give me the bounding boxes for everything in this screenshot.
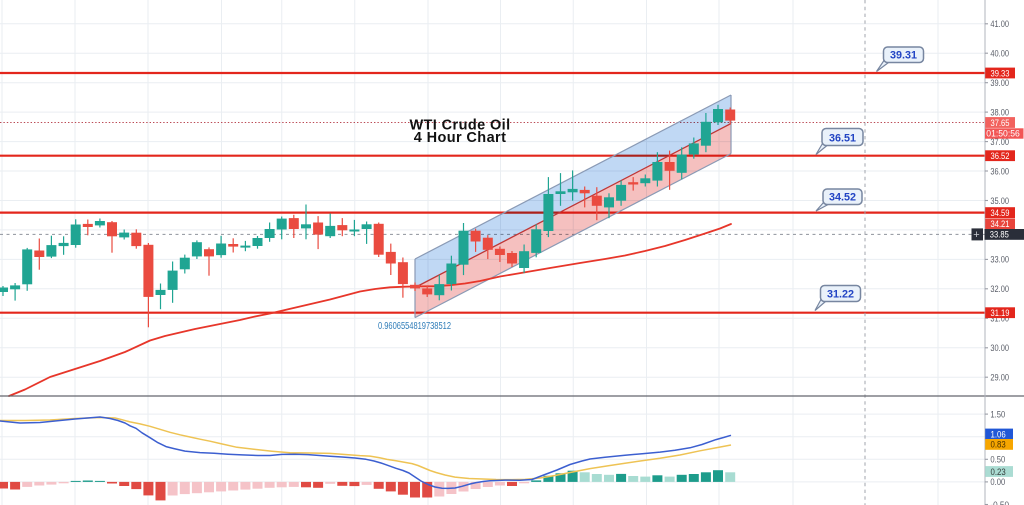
svg-text:0.50: 0.50 bbox=[990, 455, 1005, 465]
svg-text:4 Hour Chart: 4 Hour Chart bbox=[414, 130, 507, 146]
svg-text:33.85: 33.85 bbox=[990, 230, 1009, 240]
svg-text:36.51: 36.51 bbox=[829, 132, 856, 144]
svg-text:0.00: 0.00 bbox=[990, 477, 1005, 487]
svg-text:34.52: 34.52 bbox=[829, 191, 856, 203]
svg-text:34.21: 34.21 bbox=[991, 219, 1010, 229]
svg-text:34.59: 34.59 bbox=[991, 208, 1010, 218]
svg-text:29.00: 29.00 bbox=[990, 373, 1009, 383]
svg-text:41.00: 41.00 bbox=[990, 19, 1009, 29]
svg-text:01:50:56: 01:50:56 bbox=[986, 128, 1020, 138]
svg-text:0.9606554819738512: 0.9606554819738512 bbox=[378, 321, 451, 332]
svg-text:39.31: 39.31 bbox=[890, 49, 917, 61]
svg-text:37.65: 37.65 bbox=[991, 118, 1010, 128]
svg-text:36.52: 36.52 bbox=[991, 151, 1010, 161]
svg-text:39.00: 39.00 bbox=[990, 78, 1009, 88]
svg-text:32.00: 32.00 bbox=[990, 284, 1009, 294]
svg-text:36.00: 36.00 bbox=[990, 166, 1009, 176]
svg-text:0.83: 0.83 bbox=[991, 440, 1006, 450]
svg-text:31.22: 31.22 bbox=[827, 288, 854, 300]
svg-text:31.00: 31.00 bbox=[990, 314, 1009, 324]
svg-text:31.19: 31.19 bbox=[991, 308, 1010, 318]
svg-text:30.00: 30.00 bbox=[990, 343, 1009, 353]
svg-text:40.00: 40.00 bbox=[990, 49, 1009, 59]
svg-text:37.00: 37.00 bbox=[990, 137, 1009, 147]
svg-text:33.00: 33.00 bbox=[990, 255, 1009, 265]
svg-text:39.33: 39.33 bbox=[991, 68, 1010, 78]
svg-text:+: + bbox=[973, 229, 979, 241]
svg-text:-0.50: -0.50 bbox=[990, 500, 1009, 505]
svg-text:1.50: 1.50 bbox=[990, 409, 1005, 419]
svg-text:38.00: 38.00 bbox=[990, 107, 1009, 117]
svg-text:1.06: 1.06 bbox=[991, 429, 1006, 439]
svg-text:0.23: 0.23 bbox=[991, 467, 1006, 477]
svg-text:WTI Crude Oil: WTI Crude Oil bbox=[409, 118, 510, 134]
svg-text:35.00: 35.00 bbox=[990, 196, 1009, 206]
